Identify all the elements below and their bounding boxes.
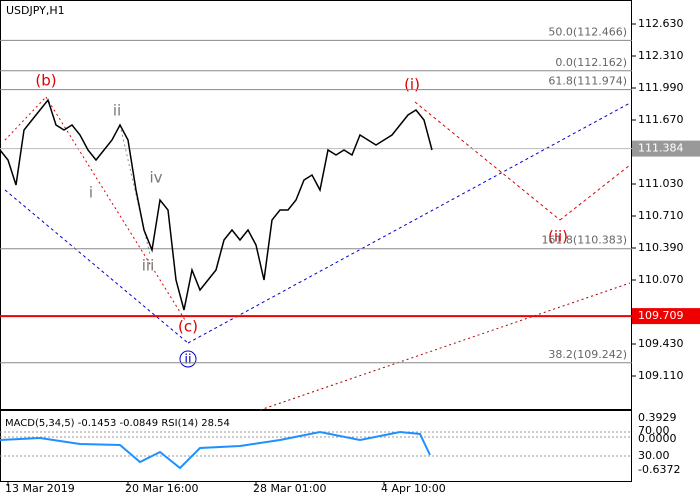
wave-label: (i) bbox=[404, 76, 420, 94]
wave-label: (c) bbox=[178, 318, 198, 336]
trendline bbox=[45, 96, 186, 321]
indicator-frame bbox=[0, 410, 632, 482]
level-label: 0.0(112.162) bbox=[555, 56, 627, 69]
y-tick-label: 109.430 bbox=[638, 337, 684, 350]
wave-label: (b) bbox=[35, 72, 56, 90]
price-line bbox=[0, 98, 433, 311]
wave-label: (ii) bbox=[548, 228, 568, 246]
y-tick-label: 112.630 bbox=[638, 17, 684, 30]
indicator-axis-label: 0.0000 bbox=[638, 432, 677, 445]
wave-label: iii bbox=[142, 257, 155, 275]
y-tick-label: 109.110 bbox=[638, 369, 684, 382]
trendline bbox=[259, 282, 631, 411]
y-tick-label: 112.310 bbox=[638, 49, 684, 62]
wave-label: i bbox=[89, 184, 93, 202]
indicator-axis-label: 70.00 bbox=[638, 424, 670, 437]
wave-circle bbox=[179, 350, 197, 368]
x-tick-label: 13 Mar 2019 bbox=[5, 482, 75, 495]
indicator-label: MACD(5,34,5) -0.1453 -0.0849 RSI(14) 28.… bbox=[5, 418, 230, 429]
wave-label: ii bbox=[113, 102, 121, 120]
level-label: 161.8(110.383) bbox=[541, 234, 627, 247]
y-tick-label: 111.990 bbox=[638, 81, 684, 94]
y-tick-label: 110.390 bbox=[638, 241, 684, 254]
wave-label: ii bbox=[184, 353, 191, 368]
wave-label: iv bbox=[149, 169, 162, 187]
y-tick-label: 110.710 bbox=[638, 209, 684, 222]
x-tick-label: 20 Mar 16:00 bbox=[125, 482, 198, 495]
indicator-line bbox=[0, 430, 431, 470]
indicator-axis-label: 0.3929 bbox=[638, 411, 677, 424]
trendline bbox=[559, 164, 631, 221]
indicator-axis-label: -0.6372 bbox=[638, 463, 680, 476]
plot-frame bbox=[0, 0, 632, 410]
current-box bbox=[632, 140, 700, 157]
chart-title: USDJPY,H1 bbox=[6, 4, 65, 17]
trendline bbox=[4, 189, 189, 344]
support-box bbox=[632, 308, 700, 325]
level-label: 38.2(109.242) bbox=[548, 348, 627, 361]
x-tick-label: 28 Mar 01:00 bbox=[253, 482, 326, 495]
trendline bbox=[414, 101, 561, 221]
indicator-axis-label: 30.00 bbox=[638, 449, 670, 462]
trendline bbox=[187, 102, 631, 344]
y-tick-label: 111.670 bbox=[638, 113, 684, 126]
trendline bbox=[4, 96, 47, 141]
level-label: 50.0(112.466) bbox=[548, 25, 627, 38]
support-label: 109.709 bbox=[638, 309, 684, 322]
x-tick-label: 4 Apr 10:00 bbox=[381, 482, 446, 495]
current-label: 111.384 bbox=[638, 142, 684, 155]
y-tick-label: 110.070 bbox=[638, 273, 684, 286]
y-tick-label: 111.030 bbox=[638, 177, 684, 190]
level-label: 61.8(111.974) bbox=[548, 75, 627, 88]
